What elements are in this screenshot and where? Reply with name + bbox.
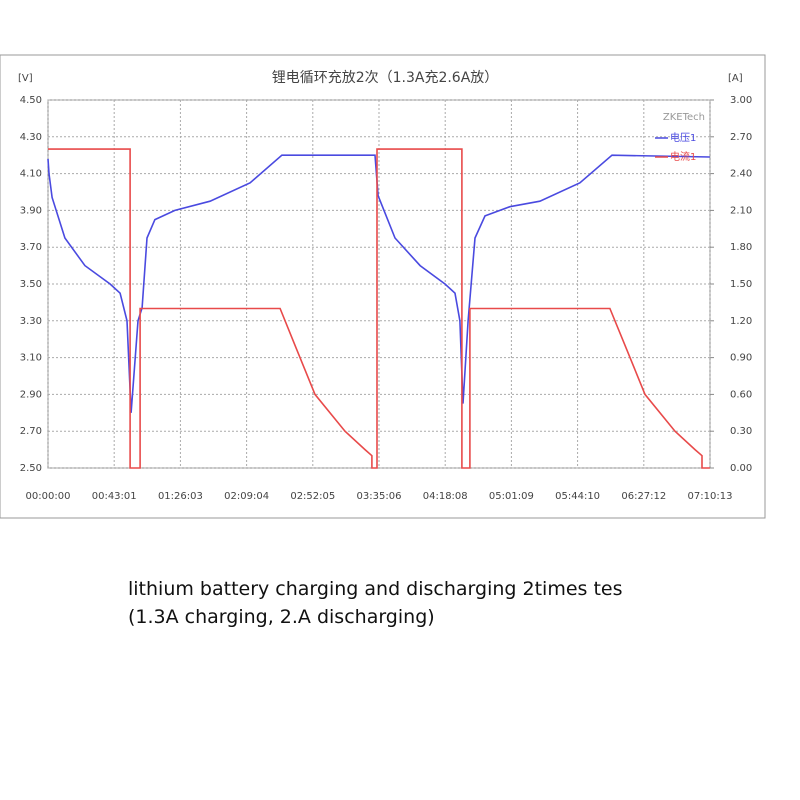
y-tick-label: 2.70 xyxy=(20,426,42,437)
x-tick-label: 04:18:08 xyxy=(423,491,468,502)
y-tick-label: 3.90 xyxy=(20,205,42,216)
y2-tick-label: 2.10 xyxy=(730,205,752,216)
y2-tick-label: 0.60 xyxy=(730,389,752,400)
x-tick-label: 07:10:13 xyxy=(688,491,733,502)
chart-title: 锂电循环充放2次（1.3A充2.6A放） xyxy=(272,70,499,86)
y-tick-label: 4.30 xyxy=(20,132,42,143)
y2-tick-label: 0.90 xyxy=(730,353,752,364)
y2-tick-label: 1.50 xyxy=(730,279,752,290)
y-tick-label: 3.70 xyxy=(20,242,42,253)
x-tick-label: 00:43:01 xyxy=(92,491,137,502)
legend-label: 电流1 xyxy=(670,150,696,163)
x-tick-label: 02:52:05 xyxy=(290,491,335,502)
x-tick-label: 00:00:00 xyxy=(26,491,71,502)
y2-tick-label: 2.40 xyxy=(730,169,752,180)
y-tick-label: 3.50 xyxy=(20,279,42,290)
y2-tick-label: 0.30 xyxy=(730,426,752,437)
y-tick-label: 2.50 xyxy=(20,463,42,474)
y-tick-label: 3.10 xyxy=(20,353,42,364)
x-tick-label: 06:27:12 xyxy=(621,491,666,502)
y2-tick-label: 2.70 xyxy=(730,132,752,143)
chart-frame xyxy=(0,54,766,519)
y-tick-label: 2.90 xyxy=(20,389,42,400)
y2-axis-label: [A] xyxy=(728,73,743,84)
x-tick-label: 03:35:06 xyxy=(357,491,402,502)
y-tick-label: 4.50 xyxy=(20,95,42,106)
y2-tick-label: 1.80 xyxy=(730,242,752,253)
y-tick-label: 4.10 xyxy=(20,169,42,180)
caption-line: (1.3A charging, 2.A discharging) xyxy=(128,606,435,628)
y2-tick-label: 1.20 xyxy=(730,316,752,327)
watermark: ZKETech xyxy=(663,112,705,123)
x-tick-label: 01:26:03 xyxy=(158,491,203,502)
y-axis-label: [V] xyxy=(18,73,33,84)
series-line xyxy=(47,154,710,413)
series-line xyxy=(48,148,710,469)
y-tick-label: 3.30 xyxy=(20,316,42,327)
y2-tick-label: 0.00 xyxy=(730,463,752,474)
chart: 锂电循环充放2次（1.3A充2.6A放） [V] [A] ZKETech 2.5… xyxy=(0,54,766,519)
x-tick-label: 02:09:04 xyxy=(224,491,269,502)
y2-tick-label: 3.00 xyxy=(730,95,752,106)
caption-line: lithium battery charging and discharging… xyxy=(128,578,623,600)
legend-label: 电压1 xyxy=(670,131,696,144)
x-tick-label: 05:01:09 xyxy=(489,491,534,502)
x-tick-label: 05:44:10 xyxy=(555,491,600,502)
